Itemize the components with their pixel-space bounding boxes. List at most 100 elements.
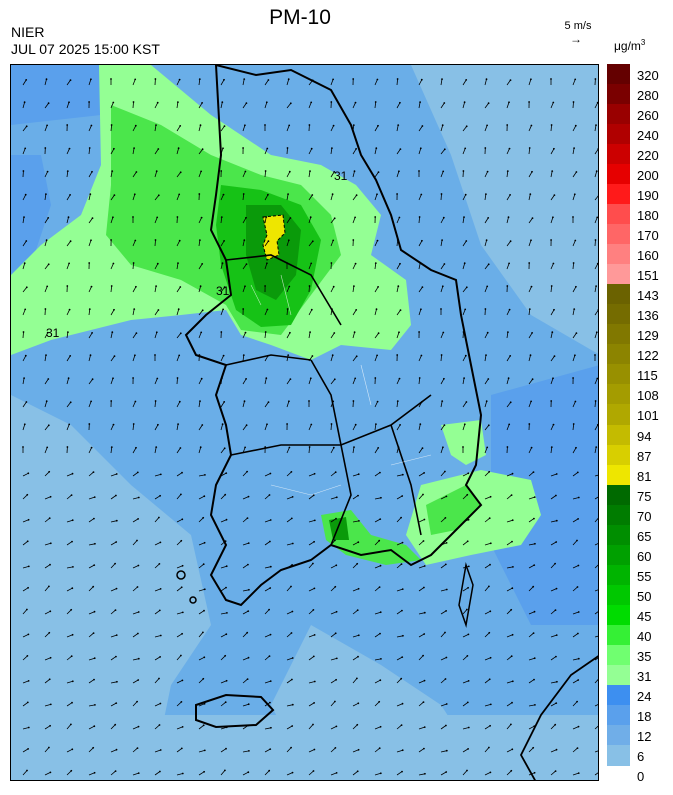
wind-arrow-icon: [462, 424, 466, 431]
wind-arrow-head: [224, 493, 227, 496]
wind-arrow-head: [398, 377, 401, 380]
wind-arrow-head: [555, 702, 558, 704]
wind-arrow-head: [551, 331, 554, 334]
wind-arrow-icon: [88, 194, 91, 201]
wind-arrow-icon: [154, 678, 160, 684]
wind-arrow-icon: [66, 655, 72, 661]
wind-arrow-head: [573, 147, 575, 149]
wind-arrow-icon: [22, 287, 28, 293]
wind-arrow-icon: [418, 102, 421, 109]
wind-arrow-head: [27, 748, 29, 750]
wind-arrow-head: [222, 308, 225, 311]
wind-arrow-icon: [352, 309, 357, 316]
wind-arrow-icon: [154, 195, 160, 201]
wind-arrow-icon: [374, 263, 377, 270]
wind-arrow-head: [245, 216, 247, 219]
wind-arrow-icon: [22, 102, 25, 109]
wind-arrow-head: [467, 726, 470, 729]
wind-arrow-icon: [264, 748, 271, 753]
wind-arrow-icon: [286, 79, 290, 86]
wind-arrow-head: [72, 566, 74, 568]
wind-arrow-head: [488, 585, 490, 588]
wind-arrow-head: [268, 769, 271, 772]
wind-arrow-head: [313, 540, 315, 543]
wind-arrow-head: [309, 331, 311, 333]
wind-arrow-icon: [484, 471, 490, 477]
wind-arrow-head: [528, 101, 530, 103]
wind-arrow-head: [533, 771, 536, 774]
wind-arrow-head: [49, 563, 51, 566]
wind-arrow-icon: [198, 495, 205, 500]
wind-arrow-head: [466, 493, 469, 496]
wind-arrow-head: [155, 170, 158, 173]
wind-arrow-icon: [44, 332, 49, 339]
wind-arrow-head: [529, 354, 532, 357]
wind-arrow-head: [288, 124, 291, 127]
wind-arrow-icon: [484, 517, 490, 523]
wind-arrow-head: [330, 101, 333, 103]
wind-arrow-head: [553, 147, 555, 150]
wind-reference-arrow-icon: →: [570, 32, 582, 46]
colorbar-segment: [607, 424, 630, 446]
wind-arrow-head: [552, 216, 554, 219]
wind-arrow-head: [444, 563, 447, 566]
sea-west-north: [11, 155, 51, 275]
wind-arrow-head: [335, 725, 338, 728]
wind-arrow-icon: [572, 401, 576, 408]
wind-arrow-head: [177, 101, 179, 103]
wind-arrow-icon: [484, 125, 488, 132]
wind-arrow-icon: [154, 286, 157, 293]
wind-arrow-icon: [308, 473, 315, 477]
wind-arrow-icon: [484, 240, 487, 247]
wind-arrow-head: [135, 446, 137, 449]
wind-arrow-icon: [352, 102, 356, 109]
wind-arrow-head: [399, 148, 402, 150]
wind-arrow-head: [23, 216, 25, 219]
wind-arrow-icon: [264, 355, 269, 362]
wind-arrow-head: [137, 518, 139, 520]
wind-arrow-head: [220, 331, 223, 333]
wind-arrow-head: [422, 493, 424, 496]
wind-arrow-head: [551, 170, 554, 172]
wind-arrow-head: [89, 193, 92, 196]
wind-arrow-icon: [66, 566, 73, 569]
wind-arrow-head: [247, 495, 250, 498]
wind-arrow-icon: [242, 610, 249, 615]
wind-arrow-icon: [484, 610, 491, 615]
wind-arrow-icon: [242, 125, 246, 132]
wind-arrow-head: [440, 193, 443, 195]
wind-arrow-head: [177, 308, 180, 311]
wind-arrow-icon: [462, 587, 469, 592]
colorbar-label: 40: [637, 628, 652, 644]
wind-arrow-head: [379, 564, 382, 567]
wind-arrow-icon: [550, 724, 556, 730]
wind-arrow-head: [23, 423, 26, 426]
wind-arrow-icon: [132, 194, 136, 201]
wind-arrow-head: [159, 702, 162, 705]
wind-arrow-head: [71, 587, 74, 590]
wind-arrow-icon: [462, 494, 468, 500]
colorbar-label: 200: [637, 168, 659, 184]
wind-arrow-icon: [462, 770, 468, 776]
wind-arrow-icon: [66, 748, 73, 753]
wind-arrow-head: [247, 610, 250, 612]
wind-arrow-head: [550, 285, 553, 287]
wind-arrow-icon: [220, 286, 225, 293]
wind-arrow-head: [577, 611, 580, 613]
wind-arrow-head: [159, 473, 162, 476]
colorbar-segment: [607, 164, 630, 185]
wind-arrow-head: [90, 78, 92, 81]
wind-arrow-head: [291, 725, 294, 727]
wind-arrow-icon: [132, 79, 136, 86]
wind-arrow-head: [23, 262, 26, 265]
wind-arrow-head: [71, 748, 74, 751]
wind-arrow-head: [158, 516, 160, 519]
wind-arrow-head: [335, 517, 337, 520]
wind-arrow-icon: [572, 194, 576, 201]
wind-arrow-icon: [88, 564, 95, 569]
wind-arrow-icon: [22, 519, 29, 523]
wind-arrow-head: [577, 564, 580, 567]
wind-arrow-head: [532, 471, 535, 473]
wind-arrow-icon: [22, 727, 29, 730]
wind-arrow-icon: [110, 378, 114, 385]
